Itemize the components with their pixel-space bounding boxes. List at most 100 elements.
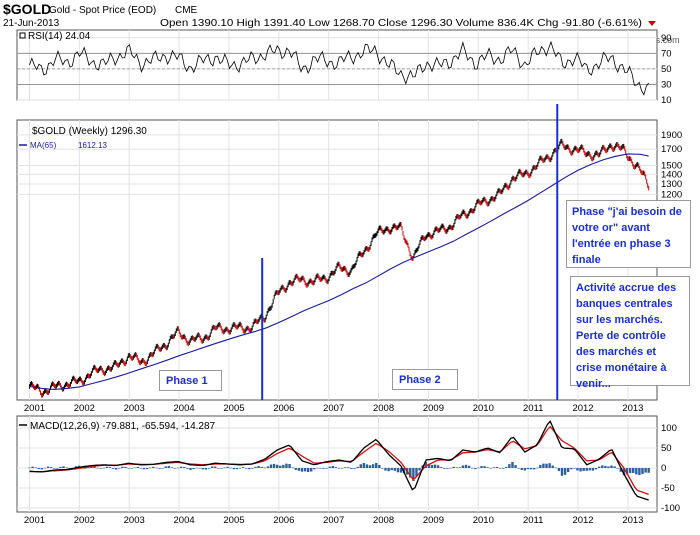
macd-histogram-bar — [607, 466, 610, 468]
macd-histogram-bar — [133, 467, 136, 469]
macd-histogram-bar — [34, 467, 37, 468]
macd-histogram-bar — [433, 464, 437, 468]
macd-histogram-bar — [353, 468, 356, 469]
macd-histogram-bar — [198, 467, 201, 469]
macd-histogram-bar — [511, 462, 514, 468]
macd-histogram-bar — [573, 468, 576, 469]
macd-histogram-bar — [275, 464, 279, 468]
macd-histogram-bar — [173, 468, 177, 469]
macd-histogram-bar — [170, 467, 174, 468]
macd-histogram-bar — [458, 467, 462, 468]
macd-histogram-bar — [313, 468, 316, 470]
instrument-name: Gold - Spot Price (EOD) — [49, 5, 156, 16]
price-y-tick-label: 1300 — [661, 179, 682, 190]
macd-histogram-bar — [111, 468, 115, 469]
macd-histogram-bar — [37, 468, 40, 470]
macd-histogram-bar — [616, 468, 619, 469]
macd-y-tick-label: 0 — [661, 463, 666, 474]
price-y-tick-label: 1900 — [661, 130, 682, 141]
rsi-y-tick-label: 10 — [661, 95, 672, 106]
macd-histogram-bar — [62, 466, 65, 468]
macd-histogram-bar — [328, 466, 331, 468]
macd-histogram-bar — [93, 466, 96, 468]
macd-histogram-bar — [251, 468, 254, 469]
macd-histogram-bar — [152, 466, 155, 468]
macd-histogram-bar — [647, 468, 650, 473]
x-tick-label: 2005 — [223, 403, 244, 414]
macd-histogram-bar — [461, 465, 465, 468]
x-tick-label: 2001 — [24, 515, 45, 526]
macd-histogram-bar — [118, 468, 121, 469]
macd-histogram-bar — [288, 463, 291, 468]
macd-histogram-bar — [192, 468, 195, 470]
macd-histogram-bar — [195, 467, 198, 469]
macd-histogram-bar — [440, 467, 443, 468]
x-tick-label: 2008 — [373, 403, 394, 414]
macd-histogram-bar — [436, 465, 440, 468]
macd-y-tick-label: 50 — [661, 443, 672, 454]
macd-histogram-bar — [176, 467, 180, 469]
macd-histogram-bar — [347, 467, 350, 468]
x-tick-label: 2001 — [24, 403, 45, 414]
macd-histogram-bar — [362, 463, 366, 468]
macd-histogram-bar — [90, 466, 93, 468]
macd-histogram-bar — [235, 468, 239, 470]
x-tick-label: 2012 — [572, 403, 593, 414]
macd-histogram-bar — [269, 464, 273, 468]
macd-histogram-bar — [53, 468, 56, 469]
rsi-legend-swatch — [19, 32, 26, 39]
macd-histogram-bar — [136, 466, 140, 468]
macd-histogram-bar — [582, 468, 585, 471]
macd-histogram-bar — [40, 468, 44, 470]
macd-histogram-bar — [390, 468, 393, 471]
macd-histogram-bar — [319, 468, 322, 469]
macd-histogram-bar — [297, 468, 301, 471]
macd-plot — [28, 420, 650, 501]
macd-legend: MACD(12,26,9) -79.881, -65.594, -14.287 — [30, 421, 216, 432]
macd-histogram-bar — [446, 468, 449, 469]
macd-histogram-bar — [415, 468, 418, 477]
macd-histogram-bar — [467, 465, 471, 468]
phase2-label: Phase 2 — [392, 369, 458, 390]
rsi-y-tick-label: 30 — [661, 79, 672, 90]
macd-histogram-bar — [498, 468, 502, 469]
macd-histogram-bar — [263, 467, 266, 469]
macd-histogram-bar — [31, 466, 34, 468]
macd-histogram-bar — [393, 468, 397, 471]
macd-histogram-bar — [375, 462, 378, 468]
macd-histogram-bar — [124, 466, 127, 468]
macd-histogram-bar — [102, 467, 105, 469]
x-tick-label: 2012 — [572, 515, 593, 526]
macd-histogram-bar — [139, 468, 143, 469]
macd-histogram-bar — [356, 466, 359, 468]
x-tick-label: 2009 — [423, 403, 444, 414]
date-label: 21-Jun-2013 — [3, 18, 60, 29]
rsi-line — [29, 40, 650, 96]
macd-histogram-bar — [594, 468, 598, 470]
macd-histogram-bar — [483, 466, 486, 468]
macd-histogram-bar — [68, 468, 71, 469]
macd-histogram-bar — [334, 467, 338, 468]
x-tick-label: 2006 — [273, 515, 294, 526]
x-tick-label: 2005 — [223, 515, 244, 526]
macd-histogram-bar — [142, 468, 146, 470]
macd-histogram-bar — [539, 464, 542, 468]
macd-histogram-bar — [486, 467, 489, 468]
x-tick-label: 2007 — [323, 515, 344, 526]
macd-histogram-bar — [622, 468, 626, 476]
rsi-y-tick-label: 70 — [661, 48, 672, 59]
macd-histogram-bar — [183, 467, 186, 468]
macd-histogram-bar — [210, 466, 214, 468]
macd-y-tick-label: 100 — [661, 423, 677, 434]
ma-line — [29, 153, 649, 390]
exchange-label: CME — [175, 5, 198, 16]
price-y-tick-label: 1500 — [661, 160, 682, 171]
macd-histogram-bar — [291, 467, 294, 469]
ohlc-line: Open 1390.10 High 1391.40 Low 1268.70 Cl… — [160, 18, 642, 29]
macd-histogram-bar — [127, 468, 130, 469]
macd-histogram-bar — [186, 468, 189, 469]
macd-histogram-bar — [121, 466, 124, 468]
macd-histogram-bar — [272, 463, 276, 468]
macd-histogram-bar — [350, 468, 353, 469]
macd-histogram-bar — [229, 467, 232, 469]
